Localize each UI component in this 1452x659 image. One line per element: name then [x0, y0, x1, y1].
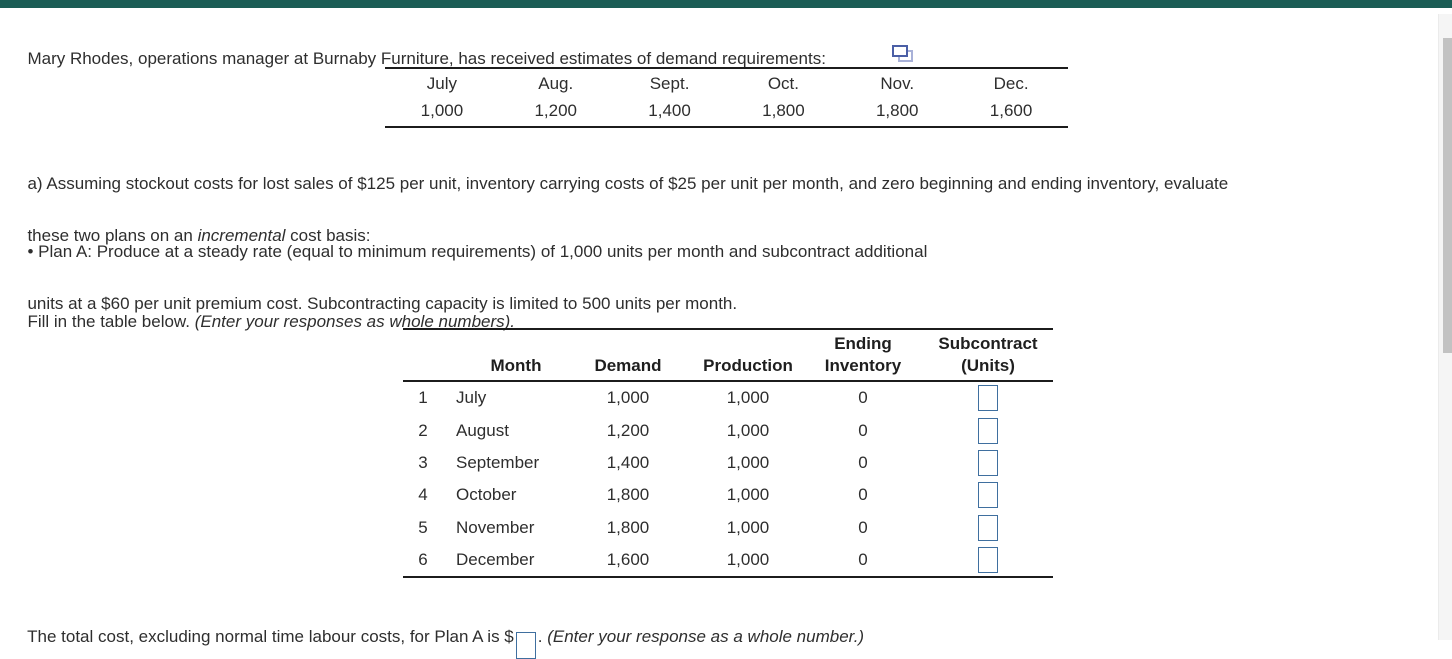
header-month: Month	[490, 356, 542, 375]
row-production: 1,000	[726, 517, 770, 537]
row-number: 4	[418, 485, 428, 505]
scrollbar-thumb[interactable]	[1443, 38, 1452, 353]
row-production: 1,000	[726, 452, 770, 472]
table-row: 6 December 1,600 1,000 0	[403, 544, 1053, 576]
scrollbar-track[interactable]	[1438, 14, 1452, 640]
row-month: October	[456, 485, 517, 505]
row-month: September	[456, 452, 540, 472]
demand-value: 1,400	[648, 101, 691, 120]
paragraph-a-italic: incremental	[197, 226, 286, 245]
row-demand: 1,600	[606, 550, 650, 570]
demand-value: 1,800	[875, 101, 919, 120]
header-demand: Demand	[594, 356, 662, 375]
total-cost-input[interactable]	[515, 631, 536, 659]
demand-col-header: Oct.	[767, 74, 799, 93]
row-demand: 1,200	[606, 420, 650, 440]
header-production: Production	[703, 356, 793, 375]
subcontract-input-august[interactable]	[978, 417, 998, 444]
paragraph-a-line2-post: cost basis:	[285, 226, 371, 245]
demand-col-header: Aug.	[538, 74, 574, 93]
row-month: December	[456, 550, 535, 570]
demand-col-header: July	[426, 74, 458, 93]
top-accent-bar	[0, 0, 1452, 8]
total-cost-pre: The total cost, excluding normal time la…	[27, 627, 514, 646]
fill-instruction-normal: Fill in the table below.	[27, 312, 195, 331]
row-subcontract-cell	[923, 514, 1053, 541]
paragraph-a: a) Assuming stockout costs for lost sale…	[18, 145, 1228, 249]
row-subcontract-cell	[923, 482, 1053, 509]
plan-a-line2: units at a $60 per unit premium cost. Su…	[27, 294, 738, 313]
row-demand: 1,400	[606, 452, 650, 472]
header-rownum	[403, 333, 443, 377]
row-production: 1,000	[726, 388, 770, 408]
paragraph-a-line2-pre: these two plans on an	[27, 226, 198, 245]
header-ending-inventory: Ending Inventory	[824, 334, 902, 375]
row-subcontract-cell	[923, 449, 1053, 476]
row-demand: 1,800	[606, 517, 650, 537]
row-ending-inventory: 0	[858, 420, 868, 440]
row-month: November	[456, 517, 535, 537]
demand-value: 1,000	[420, 101, 464, 120]
fill-instruction-italic: (Enter your responses as whole numbers).	[194, 312, 516, 331]
paragraph-a-line1: a) Assuming stockout costs for lost sale…	[27, 174, 1229, 193]
plan-table-header: Month Demand Production Ending Inventory …	[403, 330, 1053, 382]
row-number: 5	[418, 517, 428, 537]
total-cost-line: The total cost, excluding normal time la…	[18, 598, 864, 659]
total-cost-dot: .	[537, 627, 548, 646]
row-production: 1,000	[726, 420, 770, 440]
row-subcontract-cell	[923, 385, 1053, 412]
intro-text: Mary Rhodes, operations manager at Burna…	[18, 20, 826, 72]
duplicate-window-icon	[892, 45, 913, 62]
subcontract-input-september[interactable]	[978, 449, 998, 476]
popout-icon[interactable]	[892, 45, 914, 63]
subcontract-input-december[interactable]	[978, 547, 998, 574]
plan-a-table: Month Demand Production Ending Inventory …	[403, 328, 1053, 579]
row-demand: 1,000	[606, 388, 650, 408]
row-ending-inventory: 0	[858, 485, 868, 505]
fill-instruction: Fill in the table below. (Enter your res…	[18, 283, 515, 335]
row-number: 3	[418, 452, 428, 472]
intro-sentence: Mary Rhodes, operations manager at Burna…	[27, 49, 826, 68]
row-month: August	[456, 420, 509, 440]
row-subcontract-cell	[923, 417, 1053, 444]
row-month: July	[456, 388, 487, 408]
demand-col-header: Sept.	[649, 74, 690, 93]
subcontract-input-november[interactable]	[978, 514, 998, 541]
row-ending-inventory: 0	[858, 550, 868, 570]
plan-a-line1: • Plan A: Produce at a steady rate (equa…	[27, 242, 928, 261]
row-number: 6	[418, 550, 428, 570]
demand-requirements-table: July Aug. Sept. Oct. Nov. Dec. 1,000 1,2…	[385, 67, 1068, 128]
row-number: 2	[418, 420, 428, 440]
demand-value: 1,600	[989, 101, 1033, 120]
row-demand: 1,800	[606, 485, 650, 505]
table-row: 1 July 1,000 1,000 0	[403, 382, 1053, 414]
row-subcontract-cell	[923, 547, 1053, 574]
table-row: 4 October 1,800 1,000 0	[403, 479, 1053, 511]
row-production: 1,000	[726, 485, 770, 505]
total-cost-italic: (Enter your response as a whole number.)	[547, 627, 865, 646]
row-ending-inventory: 0	[858, 388, 868, 408]
row-number: 1	[418, 388, 428, 408]
demand-col-header: Dec.	[993, 74, 1029, 93]
subcontract-input-october[interactable]	[978, 482, 998, 509]
row-ending-inventory: 0	[858, 517, 868, 537]
row-production: 1,000	[726, 550, 770, 570]
demand-value: 1,200	[534, 101, 578, 120]
table-row: 5 November 1,800 1,000 0	[403, 512, 1053, 544]
table-row: 3 September 1,400 1,000 0	[403, 447, 1053, 479]
header-subcontract-units: Subcontract (Units)	[938, 334, 1038, 375]
plan-a-bullet: • Plan A: Produce at a steady rate (equa…	[18, 213, 927, 317]
demand-col-header: Nov.	[880, 74, 915, 93]
demand-value: 1,800	[762, 101, 805, 120]
subcontract-input-july[interactable]	[978, 385, 998, 412]
row-ending-inventory: 0	[858, 452, 868, 472]
table-row: 2 August 1,200 1,000 0	[403, 414, 1053, 446]
